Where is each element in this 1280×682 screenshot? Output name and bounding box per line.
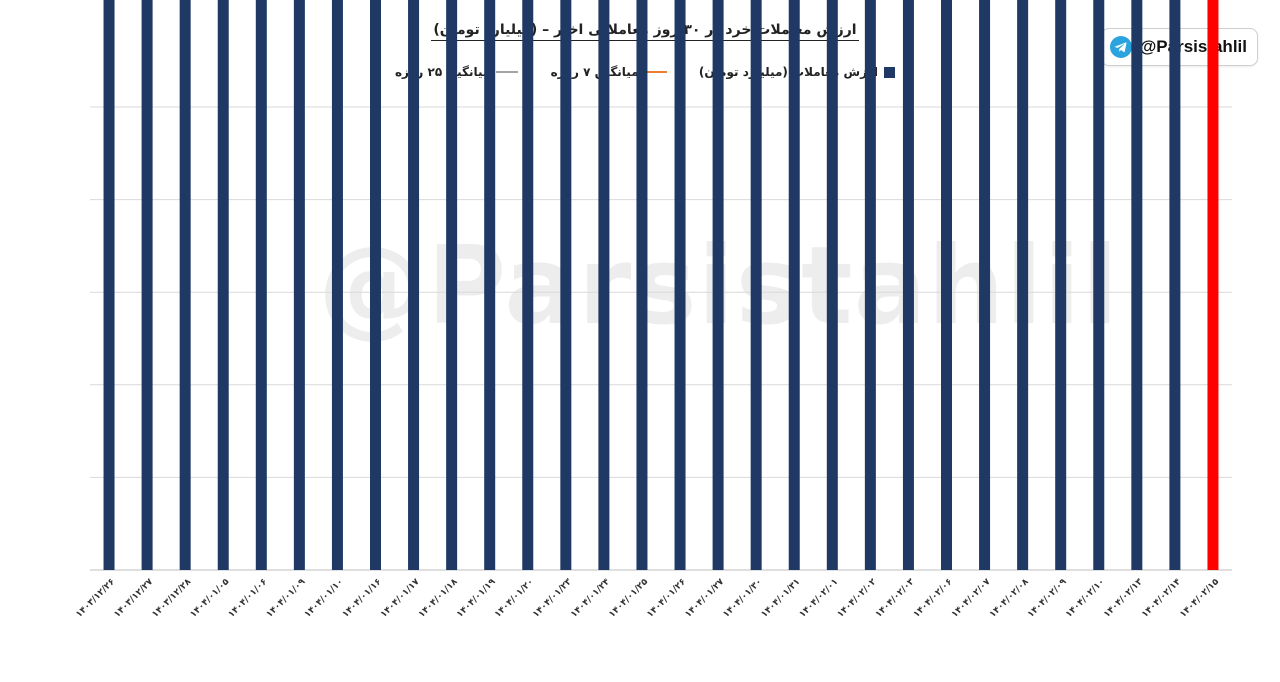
x-tick-label: ۱۴۰۴/۰۲/۰۱ <box>798 577 841 620</box>
x-tick-label: ۱۴۰۴/۰۱/۲۶ <box>645 577 688 620</box>
telegram-icon <box>1109 36 1132 58</box>
bar <box>750 0 762 570</box>
x-tick-label: ۱۴۰۴/۰۱/۲۴ <box>569 577 612 620</box>
chart-title-text: ارزش معاملات خرد در ۳۰ روز معاملاتی اخیر… <box>431 22 859 41</box>
bar <box>179 0 191 570</box>
bar <box>788 0 800 570</box>
bar <box>217 0 229 570</box>
legend-item-ma25: میانگین ۲۵ روزه <box>395 64 519 79</box>
x-tick-label: ۱۴۰۴/۰۱/۳۱ <box>760 577 803 620</box>
bar <box>1207 0 1219 570</box>
bar <box>1017 0 1029 570</box>
legend-swatch-ma25 <box>496 71 519 73</box>
legend-swatch-ma7 <box>644 71 667 73</box>
bar <box>979 0 991 570</box>
x-tick-label: ۱۴۰۴/۰۲/۱۴ <box>1140 577 1183 620</box>
x-tick-label: ۱۴۰۴/۰۱/۰۵ <box>189 577 232 620</box>
bar <box>1169 0 1181 570</box>
bar <box>941 0 952 570</box>
bar <box>1093 0 1105 571</box>
bar <box>902 0 914 570</box>
x-tick-label: ۱۴۰۴/۰۱/۱۸ <box>417 577 460 620</box>
x-tick-label: ۱۴۰۴/۰۱/۱۰ <box>303 577 346 620</box>
bar <box>674 0 686 570</box>
x-tick-label: ۱۴۰۴/۰۱/۳۰ <box>721 577 764 620</box>
bar <box>331 0 343 570</box>
x-tick-label: ۱۴۰۴/۰۱/۰۶ <box>227 577 270 620</box>
x-tick-label: ۱۴۰۴/۰۱/۲۵ <box>607 577 650 620</box>
x-tick-label: ۱۴۰۴/۰۲/۰۹ <box>1026 577 1069 620</box>
bar <box>446 0 458 570</box>
x-tick-label: ۱۴۰۴/۰۲/۱۵ <box>1178 577 1221 620</box>
bar <box>255 0 267 570</box>
x-tick-label: ۱۴۰۴/۰۲/۱۰ <box>1064 577 1107 620</box>
x-tick-label: ۱۴۰۴/۰۱/۱۶ <box>341 577 384 620</box>
x-tick-label: ۱۴۰۴/۰۱/۲۳ <box>531 577 574 620</box>
legend-label-ma25: میانگین ۲۵ روزه <box>395 64 491 79</box>
x-tick-label: ۱۴۰۳/۱۲/۲۶ <box>74 577 117 620</box>
x-tick-label: ۱۴۰۴/۰۲/۰۷ <box>950 577 993 620</box>
bar <box>408 0 420 570</box>
bar <box>484 0 496 570</box>
x-tick-label: ۱۴۰۴/۰۲/۰۲ <box>836 577 879 620</box>
x-tick-label: ۱۴۰۴/۰۱/۱۹ <box>455 577 498 620</box>
bar <box>826 0 838 570</box>
x-tick-label: ۱۴۰۴/۰۱/۰۹ <box>265 577 308 620</box>
x-tick-label: ۱۴۰۴/۰۲/۰۶ <box>912 577 955 620</box>
chart-title: ارزش معاملات خرد در ۳۰ روز معاملاتی اخیر… <box>0 22 1280 41</box>
x-tick-label: ۱۴۰۴/۰۱/۱۷ <box>379 577 422 620</box>
x-tick-label: ۱۴۰۴/۰۲/۰۸ <box>988 577 1031 620</box>
bar <box>293 0 305 570</box>
bar <box>598 0 610 570</box>
x-tick-label: ۱۴۰۳/۱۲/۲۸ <box>150 577 193 620</box>
bar <box>141 0 153 571</box>
telegram-handle: @Parsistahlil <box>1139 37 1247 56</box>
bar <box>1055 0 1067 570</box>
bar <box>864 0 876 570</box>
bar <box>560 0 572 570</box>
legend-swatch-bar <box>884 66 896 78</box>
x-tick-label: ۱۴۰۴/۰۱/۲۷ <box>683 577 726 620</box>
bar <box>712 0 724 570</box>
x-tick-label: ۱۴۰۴/۰۲/۱۳ <box>1102 577 1145 620</box>
bar <box>1131 0 1143 570</box>
x-tick-label: ۱۴۰۴/۰۱/۲۰ <box>493 577 536 620</box>
x-tick-label: ۱۴۰۴/۰۲/۰۳ <box>874 577 917 620</box>
bar <box>103 0 115 570</box>
bar <box>370 0 381 570</box>
bar <box>522 0 534 570</box>
bar <box>636 0 648 570</box>
x-tick-label: ۱۴۰۳/۱۲/۲۷ <box>112 577 155 620</box>
